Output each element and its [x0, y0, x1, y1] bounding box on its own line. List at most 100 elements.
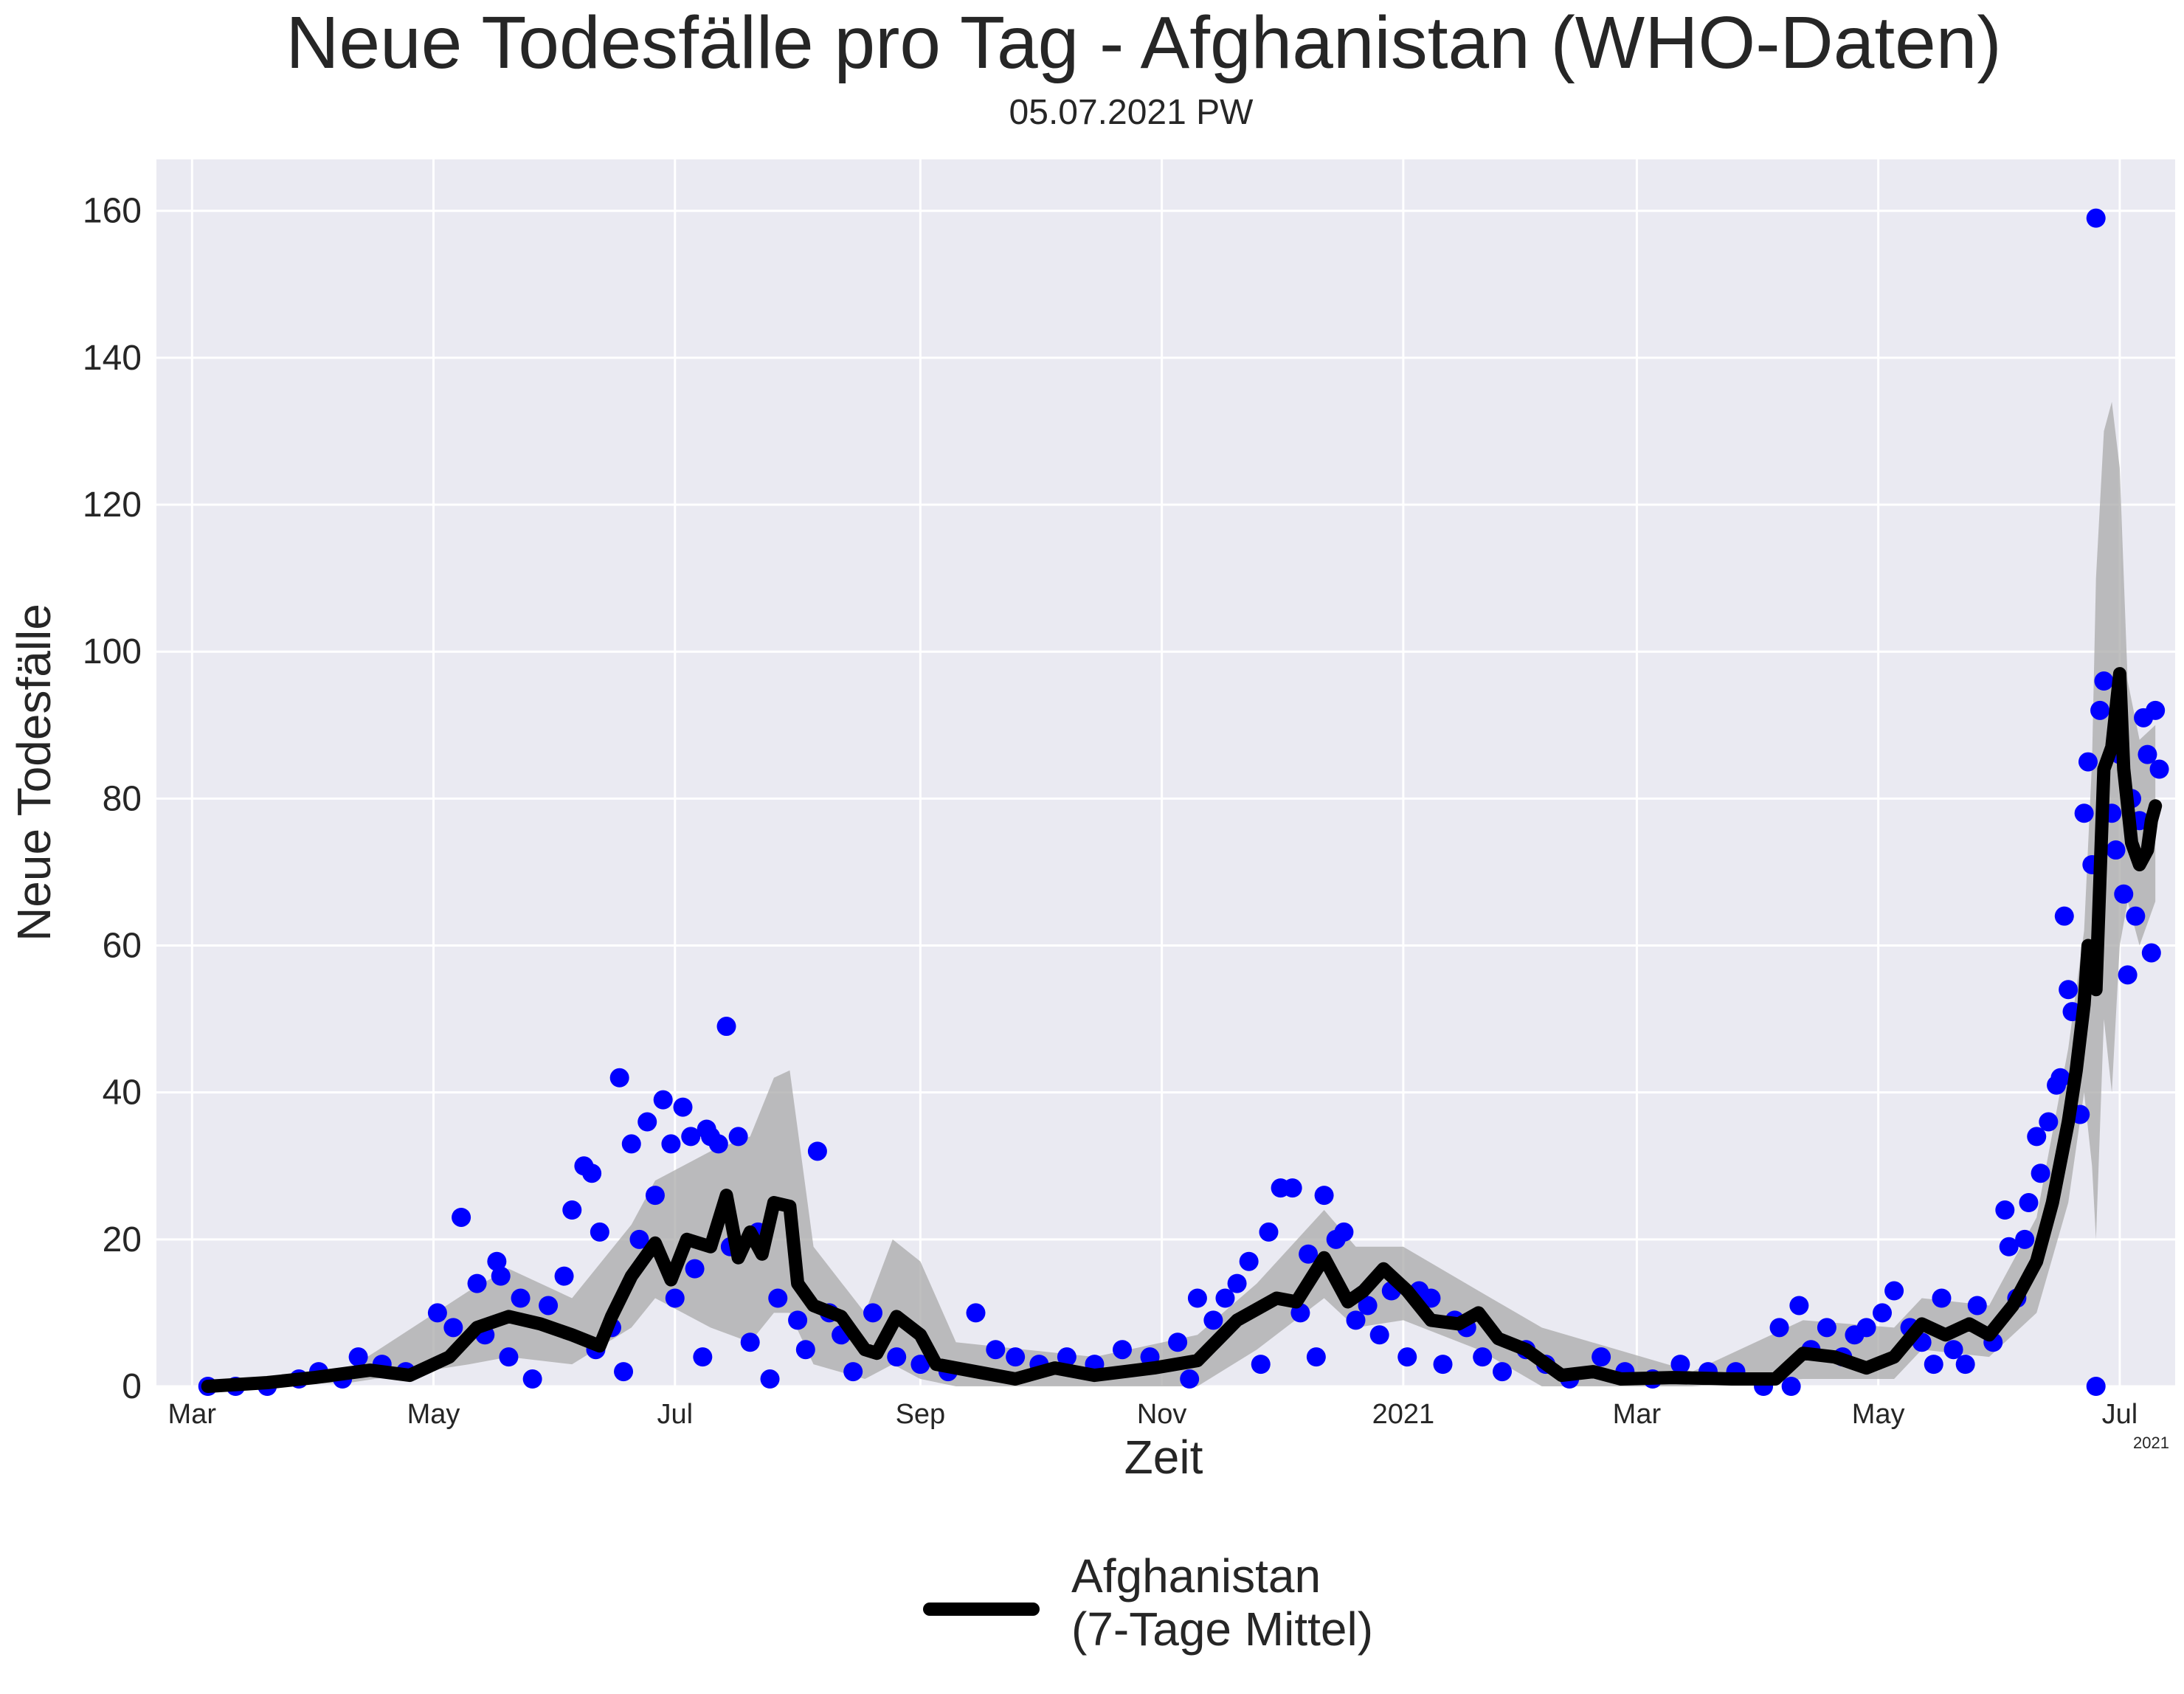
data-point: [1180, 1369, 1200, 1389]
data-point: [491, 1266, 511, 1286]
x-tick-label: May: [1852, 1399, 1905, 1430]
data-point: [2019, 1193, 2039, 1213]
legend-label-line: (7-Tage Mittel): [1071, 1603, 1373, 1656]
data-point: [685, 1259, 705, 1279]
x-tick-label: May: [407, 1399, 460, 1430]
scatter-layer: [198, 208, 2169, 1396]
data-point: [1358, 1296, 1378, 1316]
data-point: [2059, 980, 2078, 1000]
data-point: [2094, 671, 2114, 691]
y-tick-label: 0: [122, 1367, 142, 1406]
data-point: [2074, 803, 2094, 823]
data-point: [716, 1017, 736, 1037]
data-point: [609, 1068, 629, 1088]
data-point: [1251, 1355, 1271, 1375]
y-tick-label: 100: [83, 632, 142, 671]
data-point: [1346, 1310, 1366, 1330]
data-point: [2039, 1112, 2059, 1132]
data-point: [807, 1141, 827, 1161]
data-point: [443, 1318, 463, 1338]
line-layer: [201, 667, 2163, 1393]
data-point: [539, 1296, 559, 1316]
data-point: [740, 1332, 760, 1352]
data-point: [2114, 884, 2134, 904]
y-tick-label: 60: [103, 927, 142, 966]
data-point: [348, 1347, 368, 1367]
x-tick-label: 2021: [1372, 1399, 1435, 1430]
data-point: [1873, 1303, 1893, 1323]
data-point: [1421, 1288, 1441, 1308]
data-point: [665, 1288, 685, 1308]
data-point: [1314, 1186, 1334, 1206]
data-point: [1473, 1347, 1493, 1367]
data-point: [487, 1251, 507, 1271]
data-point: [795, 1340, 815, 1360]
data-point: [728, 1127, 748, 1147]
data-point: [1334, 1222, 1354, 1242]
x-axis-offset-label: 2021: [2133, 1434, 2169, 1452]
data-point: [986, 1340, 1006, 1360]
data-point: [1397, 1347, 1417, 1367]
y-axis-label: Neue Todesfälle: [7, 604, 61, 941]
data-point: [522, 1369, 542, 1389]
x-tick-label: Mar: [168, 1399, 217, 1430]
series-line: [201, 667, 2163, 1393]
data-point: [2086, 208, 2106, 228]
data-point: [708, 1134, 728, 1154]
data-point: [621, 1134, 641, 1154]
data-point: [1789, 1296, 1809, 1316]
plot-area: [156, 159, 2175, 1386]
data-point: [1057, 1347, 1077, 1367]
data-point: [863, 1303, 883, 1323]
data-point: [629, 1229, 649, 1249]
y-tick-label: 80: [103, 779, 142, 818]
data-point: [2031, 1164, 2050, 1183]
data-point: [2086, 1377, 2106, 1396]
data-point: [681, 1127, 701, 1147]
data-point: [2146, 700, 2166, 720]
data-point: [1856, 1318, 1876, 1338]
data-point: [760, 1369, 780, 1389]
data-point: [910, 1355, 930, 1375]
data-point: [1215, 1288, 1235, 1308]
x-tick-label: Jul: [2102, 1399, 2138, 1430]
data-point: [693, 1347, 713, 1367]
data-point: [1227, 1273, 1247, 1293]
data-point: [1967, 1296, 1987, 1316]
data-point: [2078, 752, 2098, 772]
data-point: [2126, 906, 2146, 926]
data-point: [673, 1097, 693, 1117]
data-point: [1493, 1362, 1512, 1382]
data-point: [1932, 1288, 1952, 1308]
data-point: [653, 1090, 673, 1110]
data-point: [2050, 1068, 2070, 1088]
data-point: [511, 1288, 531, 1308]
data-point: [2054, 906, 2074, 926]
data-point: [1769, 1318, 1789, 1338]
data-point: [645, 1186, 665, 1206]
data-point: [843, 1362, 863, 1382]
chart-title: Neue Todesfälle pro Tag - Afghanistan (W…: [286, 1, 2001, 84]
data-point: [1306, 1347, 1326, 1367]
data-point: [1239, 1251, 1259, 1271]
chart-subtitle: 05.07.2021 PW: [1009, 93, 1254, 132]
data-point: [2138, 744, 2157, 764]
data-point: [1670, 1355, 1690, 1375]
data-point: [1924, 1355, 1943, 1375]
y-tick-label: 20: [103, 1220, 142, 1259]
data-point: [1999, 1237, 2019, 1256]
data-point: [1006, 1347, 1026, 1367]
x-tick-label: Jul: [657, 1399, 693, 1430]
data-point: [614, 1362, 634, 1382]
x-axis-label: Zeit: [1124, 1431, 1203, 1484]
data-point: [452, 1207, 471, 1227]
data-point: [887, 1347, 907, 1367]
data-point: [1299, 1244, 1319, 1264]
data-point: [1282, 1178, 1302, 1198]
y-tick-label: 120: [83, 485, 142, 525]
data-point: [788, 1310, 808, 1330]
data-point: [467, 1273, 487, 1293]
data-point: [1884, 1281, 1904, 1301]
data-point: [1369, 1325, 1389, 1345]
